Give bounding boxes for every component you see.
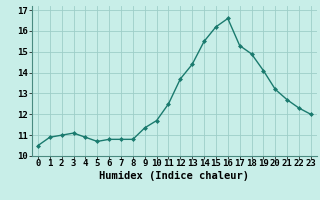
X-axis label: Humidex (Indice chaleur): Humidex (Indice chaleur) — [100, 171, 249, 181]
